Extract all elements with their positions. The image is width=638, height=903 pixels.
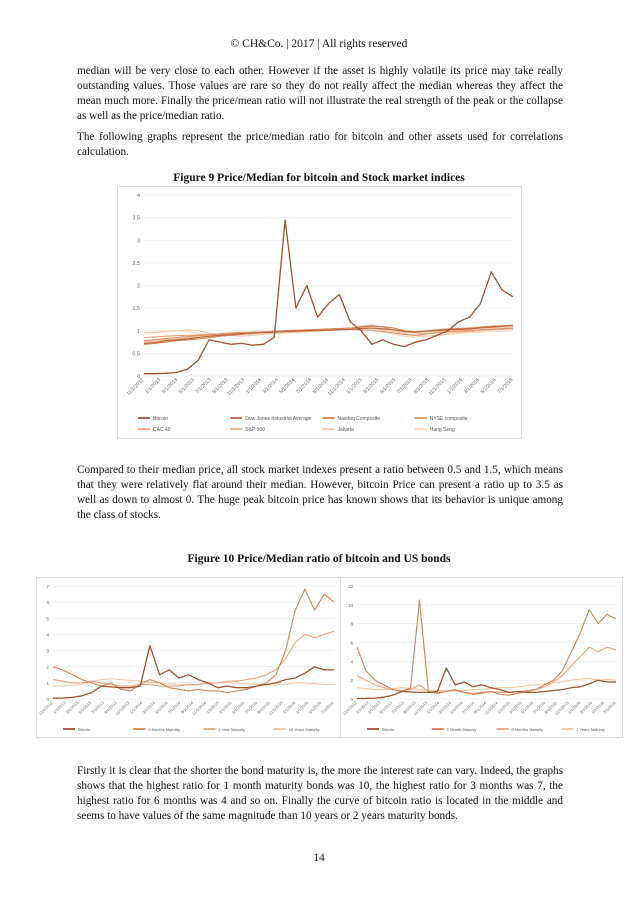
paragraph-2: The following graphs represent the price…: [77, 131, 563, 158]
y-tick-label: 1: [46, 681, 49, 686]
series-line-bitcoin: [52, 645, 334, 699]
x-tick-label: 11/1/2012: [126, 377, 146, 397]
legend-label: 1 Year Maturity: [219, 727, 246, 732]
legend-label: 3 Months Maturity: [148, 727, 180, 732]
figure-10-left-svg: 0123456711/1/20121/1/20133/1/20135/1/201…: [38, 584, 335, 732]
paragraph-1: median will be very close to each other.…: [77, 65, 563, 122]
x-tick-label: 7/1/2013: [194, 377, 212, 395]
y-tick-label: 3: [137, 238, 140, 244]
legend-label: 2 Years Maturity: [576, 727, 605, 732]
y-tick-label: 12: [348, 584, 354, 589]
y-tick-label: 4: [137, 193, 140, 199]
legend-label: Nasdaq Composite: [338, 416, 381, 422]
series-line-dow-jones-industrial-average: [143, 324, 514, 344]
figure-10-right-svg: 02468101211/1/20121/1/20133/1/20135/1/20…: [342, 584, 617, 732]
legend-label: NYSE composite: [430, 416, 468, 422]
x-tick-label: 3/1/2013: [161, 377, 179, 395]
y-tick-label: 5: [46, 616, 49, 621]
legend-label: Jakarta: [338, 427, 355, 433]
x-tick-label: 1/1/2014: [245, 377, 263, 395]
y-tick-label: 2: [350, 678, 353, 683]
x-tick-label: 3/1/2016: [463, 377, 481, 395]
figure-9-title: Figure 9 Price/Median for bitcoin and St…: [173, 172, 465, 184]
y-tick-label: 0.5: [132, 351, 140, 357]
x-tick-label: 7/1/2016: [320, 700, 335, 715]
y-tick-label: 1.5: [132, 306, 140, 312]
page-header: © CH&Co. | 2017 | All rights reserved: [230, 38, 408, 50]
figure-10-chart-right: 0 2 4 6 8 10 12 11/1/2012 1/1/2013 3/1/2013 5/1/20…: [340, 577, 623, 738]
x-tick-label: 5/1/2014: [278, 377, 296, 395]
y-tick-label: 0: [350, 697, 353, 702]
page-number: 14: [313, 852, 325, 864]
y-tick-label: 6: [46, 600, 49, 605]
paragraph-3: Compared to their median price, all stoc…: [77, 464, 563, 521]
y-tick-label: 8: [350, 622, 353, 627]
y-tick-label: 6: [350, 641, 353, 646]
figure-10-title: Figure 10 Price/Median ratio of bitcoin …: [187, 553, 451, 565]
y-tick-label: 0: [46, 697, 49, 702]
x-tick-label: 1/1/2016: [446, 377, 464, 395]
x-tick-label: 11/1/2013: [114, 700, 130, 716]
x-tick-label: 11/1/2015: [428, 377, 448, 397]
x-tick-label: 11/1/2014: [191, 700, 207, 716]
x-tick-label: 5/1/2016: [480, 377, 498, 395]
y-tick-label: 3: [46, 649, 49, 654]
x-tick-label: 11/1/2013: [226, 377, 246, 397]
series-line-bitcoin: [144, 219, 514, 375]
legend-label: S&P 500: [245, 427, 265, 433]
y-tick-label: 2: [137, 284, 140, 290]
series-line-nasdaq-composite: [143, 324, 514, 345]
x-tick-label: 7/1/2016: [496, 377, 514, 395]
x-tick-label: 1/1/2013: [144, 377, 162, 395]
legend-label: CAC 40: [153, 427, 171, 433]
x-tick-label: 3/1/2015: [362, 377, 380, 395]
legend-label: 1 Month Maturity: [447, 727, 477, 732]
y-tick-label: 7: [46, 584, 49, 589]
y-tick-label: 4: [350, 659, 353, 664]
figure-9-svg: 00.511.522.533.5411/1/20121/1/20133/1/20…: [126, 193, 515, 433]
legend-label: Bitcoin: [78, 727, 90, 732]
paragraph-4: Firstly it is clear that the shorter the…: [77, 765, 563, 822]
series-line-2-years-maturity: [356, 677, 617, 692]
series-line-1-year-maturity: [52, 630, 335, 687]
x-tick-label: 7/1/2016: [602, 700, 617, 715]
series-line-bitcoin: [356, 667, 616, 700]
x-tick-label: 1/1/2015: [345, 377, 363, 395]
legend-label: Dow Jones Industrial Average: [245, 416, 311, 422]
x-tick-label: 11/1/2012: [38, 700, 54, 716]
x-tick-label: 11/1/2012: [342, 700, 358, 716]
legend-label: 10 Years Maturity: [289, 727, 320, 732]
y-tick-label: 2.5: [132, 261, 140, 267]
legend-label: Bitcoin: [153, 416, 168, 422]
x-tick-label: 7/1/2015: [396, 377, 414, 395]
series-line-3-months-maturity: [52, 588, 335, 694]
x-tick-label: 11/1/2014: [327, 377, 347, 397]
legend-label: 6 Months Maturity: [512, 727, 544, 732]
figure-9-chart: 0 0.5 1 1.5 2 2.5 3 3.5 4 11/1/2012 1/1/2013 3/1/20…: [117, 186, 522, 439]
x-tick-label: 7/1/2014: [295, 377, 313, 395]
y-tick-label: 4: [46, 632, 49, 637]
x-tick-label: 11/1/2015: [268, 700, 284, 716]
legend-label: Bitcoin: [382, 727, 394, 732]
legend-label: Hang Seng: [430, 427, 455, 433]
x-tick-label: 5/1/2015: [379, 377, 397, 395]
y-tick-label: 10: [348, 603, 354, 608]
x-tick-label: 5/1/2013: [178, 377, 196, 395]
y-tick-label: 0: [137, 374, 140, 380]
figure-10-chart-left: 0 1 2 3 4 5 6 7 11/1/2012 1/1/2013 3/1/2013 5/1/201…: [36, 577, 341, 738]
y-tick-label: 3.5: [132, 216, 140, 222]
y-tick-label: 2: [46, 665, 49, 670]
x-tick-label: 3/1/2014: [262, 377, 280, 395]
series-line-1-month-maturity: [356, 599, 617, 696]
y-tick-label: 1: [137, 329, 140, 335]
